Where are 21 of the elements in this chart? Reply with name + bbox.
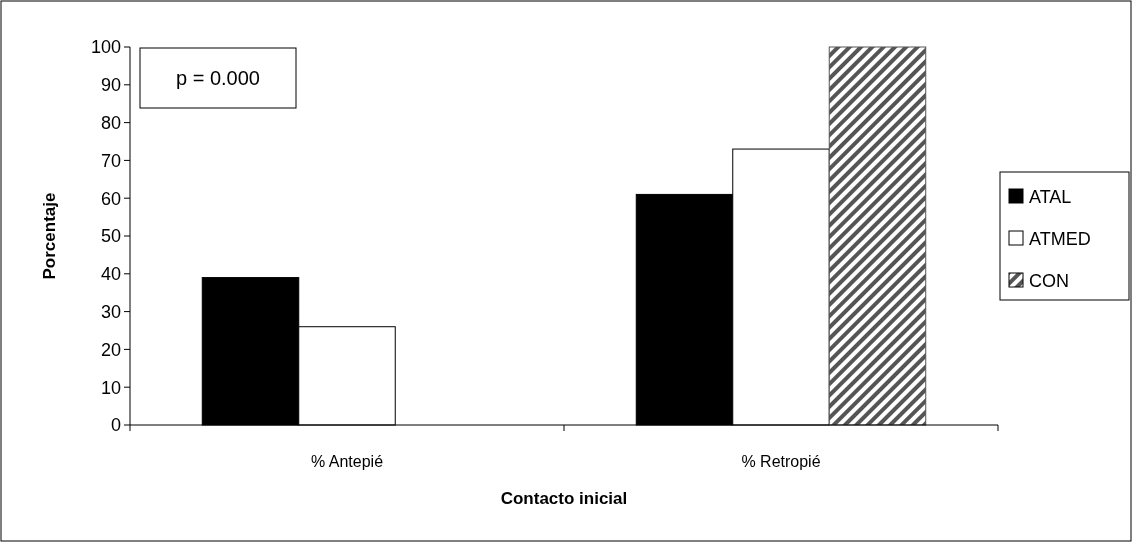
legend-label: ATAL [1029,187,1072,208]
text-box: p = 0.000 [139,47,297,109]
x-tick-label: % Retropié [741,453,821,470]
y-tick-label: 20 [100,339,121,360]
y-tick-label: 70 [100,150,121,171]
x-axis-title: Contacto inicial [500,489,628,508]
legend-label: CON [1029,271,1069,292]
y-tick-label: 100 [90,37,121,58]
y-tick-label: 40 [100,264,121,285]
y-tick-label: 10 [100,377,121,398]
bar [828,46,927,426]
annotation: p = 0.000 [176,67,260,89]
y-tick-label: 60 [100,188,121,209]
legend-label: ATMED [1029,229,1091,250]
x-tick-label: % Antepié [310,453,384,470]
y-tick-label: 80 [100,112,121,133]
y-tick-label: 0 [110,415,121,436]
y-axis-title: Porcentaje [40,192,59,280]
y-tick-label: 50 [100,226,121,247]
y-tick-label: 30 [100,301,121,322]
y-tick-label: 90 [100,75,121,96]
